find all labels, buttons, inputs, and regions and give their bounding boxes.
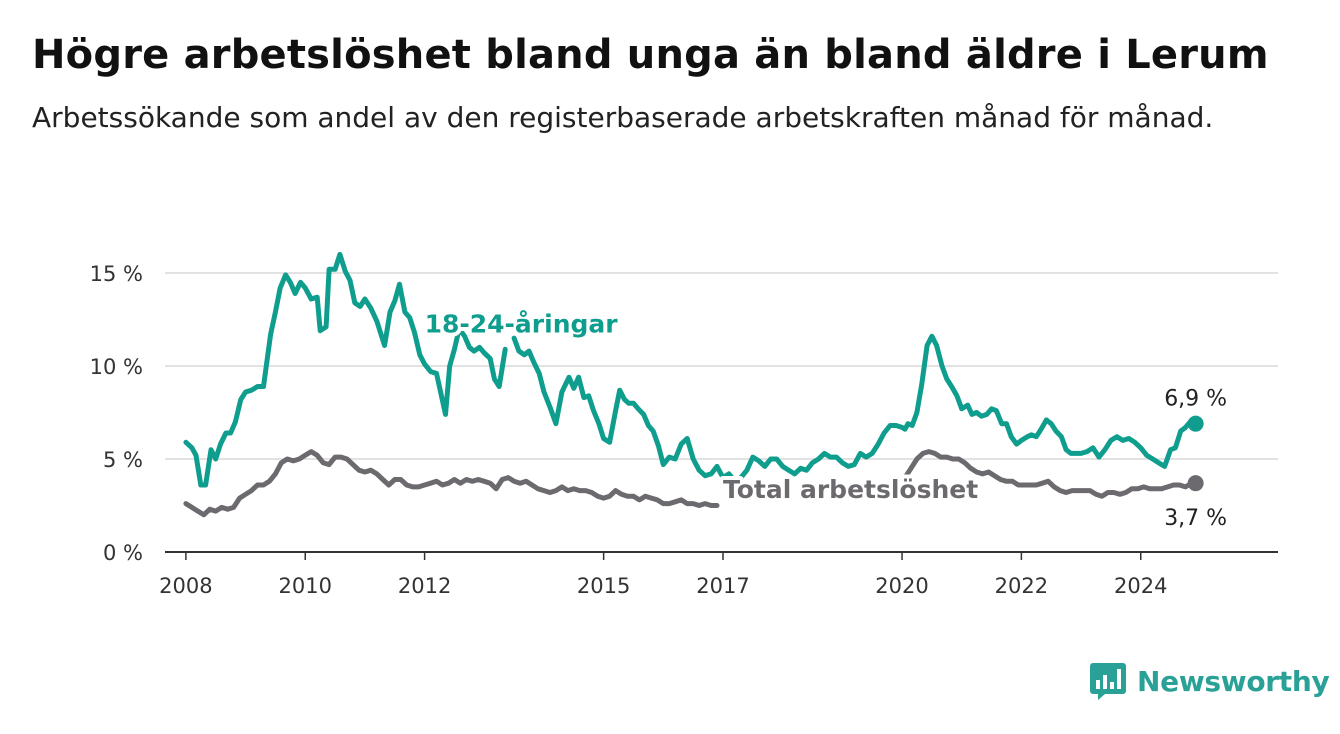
page-subtitle: Arbetssökande som andel av den registerb… bbox=[32, 101, 1214, 134]
x-tick-label: 2010 bbox=[279, 574, 332, 598]
grid-layer bbox=[165, 272, 1278, 460]
series-line-2 bbox=[183, 449, 720, 518]
newsworthy-logo: Newsworthy bbox=[1089, 661, 1330, 701]
end-point-marker bbox=[1187, 475, 1204, 492]
y-tick-label: 5 % bbox=[103, 448, 143, 472]
series-line-3 bbox=[902, 449, 1199, 499]
end-value-label: 6,9 % bbox=[1164, 387, 1227, 412]
x-tick-label: 2015 bbox=[577, 574, 630, 598]
x-tick-label: 2024 bbox=[1114, 574, 1167, 598]
y-tick-label: 10 % bbox=[90, 355, 143, 379]
series-label-halo: 18-24-åringar bbox=[425, 310, 619, 339]
axis-layer: 0 % 5 % 10 % 15 % 2008 2010 2012 2015 2017 2020 20… bbox=[90, 262, 1278, 598]
x-tick-label: 2020 bbox=[875, 574, 928, 598]
x-tick-label: 2017 bbox=[696, 574, 749, 598]
series-label: Total arbetslöshet bbox=[723, 475, 978, 504]
page-title: Högre arbetslöshet bland unga än bland ä… bbox=[32, 32, 1269, 78]
x-tick-label: 2022 bbox=[995, 574, 1048, 598]
series-label: 18-24-åringar bbox=[425, 310, 619, 339]
series-layer bbox=[183, 251, 1199, 518]
series-line-1 bbox=[511, 333, 1199, 484]
newsworthy-chart-bubble-icon bbox=[1090, 663, 1126, 700]
series-label-halo: Total arbetslöshet bbox=[723, 475, 978, 504]
series-line-0 bbox=[183, 251, 508, 488]
y-tick-label: 15 % bbox=[90, 262, 143, 286]
x-tick-label: 2012 bbox=[398, 574, 451, 598]
brand-name: Newsworthy bbox=[1137, 664, 1330, 698]
y-tick-label: 0 % bbox=[103, 541, 143, 565]
x-tick-label: 2008 bbox=[159, 574, 212, 598]
end-point-marker bbox=[1187, 415, 1204, 432]
end-value-label: 3,7 % bbox=[1164, 506, 1227, 531]
